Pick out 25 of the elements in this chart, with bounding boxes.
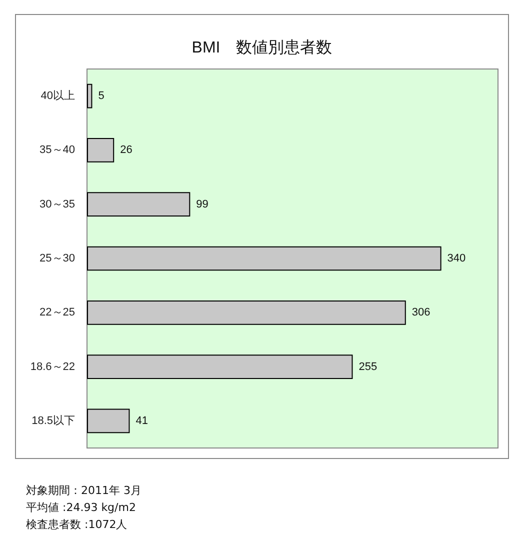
data-label: 255	[358, 360, 378, 373]
y-tick-label: 22～25	[40, 306, 75, 319]
bar	[87, 192, 190, 217]
text: 平均値 :24.93 kg/m2	[26, 500, 137, 516]
bar	[87, 84, 92, 108]
y-tick-label: 35～40	[40, 144, 75, 156]
y-tick-label: 40以上	[40, 89, 75, 102]
bar	[87, 300, 406, 325]
y-tick-label: 18.6～22	[30, 360, 75, 373]
y-tick-label: 30～35	[40, 198, 75, 210]
y-tick-label: 18.5以下	[32, 414, 75, 427]
data-label: 99	[196, 198, 208, 210]
data-label: 26	[120, 144, 132, 156]
bar	[87, 408, 130, 434]
text: 対象期間：2011年 3月	[26, 483, 142, 499]
bar	[87, 354, 353, 379]
data-label: 306	[412, 306, 430, 319]
text: 検査患者数 :1072人	[26, 517, 128, 533]
data-label: 340	[447, 252, 466, 264]
data-label: 41	[136, 414, 148, 427]
bar	[87, 246, 442, 271]
data-label: 5	[98, 90, 104, 102]
y-tick-label: 25～30	[40, 252, 75, 264]
bar	[87, 138, 114, 162]
chart-title: BMI 数値別患者数	[192, 38, 332, 56]
